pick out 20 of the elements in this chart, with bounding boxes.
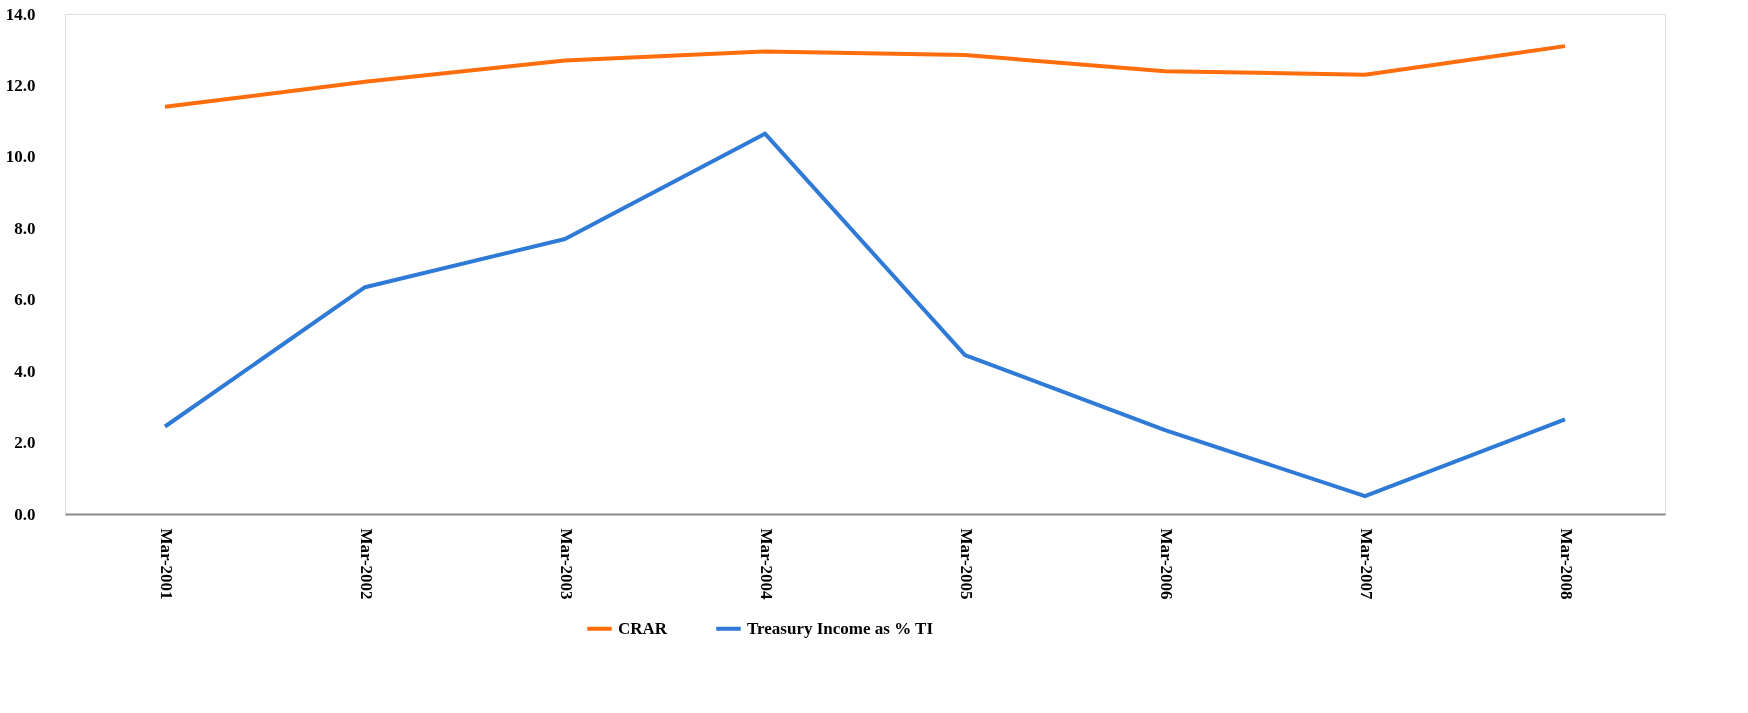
x-tick-label: Mar-2004	[756, 528, 776, 601]
y-tick-label: 12.0	[5, 75, 36, 95]
y-tick-label: 8.0	[14, 218, 36, 238]
line-series	[163, 44, 1567, 109]
x-tick-label: Mar-2001	[156, 528, 176, 600]
x-tick-label: Mar-2005	[956, 528, 976, 600]
y-tick-label: 14.0	[5, 4, 36, 24]
y-tick-label: 2.0	[14, 433, 36, 453]
x-tick-label: Mar-2006	[1156, 528, 1176, 600]
x-tick-label: Mar-2002	[356, 528, 376, 600]
y-tick-label: 4.0	[14, 361, 36, 381]
y-tick-label: 0.0	[14, 504, 36, 524]
y-tick-label: 10.0	[5, 147, 36, 167]
y-tick-label: 6.0	[14, 290, 36, 310]
x-tick-label: Mar-2003	[556, 528, 576, 600]
legend-label: Treasury Income as % TI	[747, 618, 934, 638]
legend-label: CRAR	[618, 618, 668, 638]
x-tick-label: Mar-2008	[1556, 528, 1576, 600]
line-series	[163, 131, 1567, 499]
x-tick-label: Mar-2007	[1356, 528, 1376, 601]
